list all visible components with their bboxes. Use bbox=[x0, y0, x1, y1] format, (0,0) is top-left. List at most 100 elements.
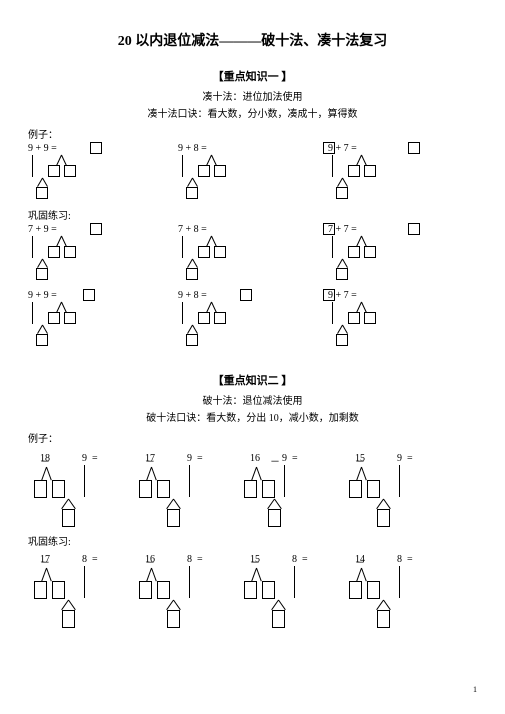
eq-eq: = bbox=[407, 453, 413, 464]
split-box bbox=[214, 246, 226, 258]
eq-b: 9 bbox=[187, 453, 192, 464]
split-line bbox=[84, 566, 85, 598]
split-line bbox=[84, 465, 85, 497]
split-line bbox=[32, 302, 33, 324]
split-box bbox=[64, 165, 76, 177]
split-box bbox=[349, 480, 362, 498]
eq-b: 9 bbox=[82, 453, 87, 464]
split-box bbox=[348, 246, 360, 258]
answer-box bbox=[408, 142, 420, 154]
eq-eq: = bbox=[407, 554, 413, 565]
section2-header: 【重点知识二 】 bbox=[0, 372, 505, 388]
page-title: 20 以内退位减法———破十法、凑十法复习 bbox=[0, 0, 505, 50]
split-line bbox=[182, 155, 183, 177]
split-line bbox=[337, 178, 343, 187]
split-box bbox=[52, 480, 65, 498]
split-box bbox=[364, 312, 376, 324]
eq-minus: － bbox=[355, 554, 365, 569]
split-line bbox=[46, 467, 52, 480]
split-line bbox=[399, 566, 400, 598]
eq-b: 8 bbox=[187, 554, 192, 565]
eq-minus: － bbox=[40, 453, 50, 468]
split-box bbox=[34, 581, 47, 599]
split-line bbox=[383, 499, 391, 509]
result-box bbox=[167, 509, 180, 527]
section2-line1: 破十法：退位减法使用 bbox=[0, 392, 505, 407]
split-box bbox=[48, 165, 60, 177]
split-box bbox=[262, 581, 275, 599]
split-box bbox=[364, 165, 376, 177]
split-line bbox=[342, 325, 348, 334]
equation-text: 7 + 8 = bbox=[178, 224, 207, 235]
answer-box bbox=[90, 223, 102, 235]
split-line bbox=[32, 155, 33, 177]
result-box bbox=[186, 187, 198, 199]
eq-eq: = bbox=[197, 453, 203, 464]
eq-b: 9 bbox=[397, 453, 402, 464]
split-line bbox=[187, 325, 193, 334]
section2-line2: 破十法口诀：看大数，分出 10，减小数，加剩数 bbox=[0, 409, 505, 424]
sub-problem: 17 － 9 = bbox=[145, 453, 250, 531]
split-line bbox=[383, 600, 391, 610]
split-line bbox=[332, 236, 333, 258]
split-line bbox=[32, 236, 33, 258]
add-row-3: 9 + 9 = 9 + 8 = 9 + 7 = bbox=[28, 290, 505, 348]
add-problem: 9 + 7 = bbox=[328, 290, 478, 348]
practice-label-1: 巩固练习: bbox=[28, 207, 505, 222]
result-box bbox=[336, 268, 348, 280]
section1-line1: 凑十法：进位加法使用 bbox=[0, 88, 505, 103]
split-line bbox=[173, 600, 181, 610]
split-box bbox=[198, 246, 210, 258]
split-line bbox=[192, 259, 198, 268]
split-line bbox=[256, 467, 262, 480]
split-line bbox=[166, 600, 174, 610]
page-number: 1 bbox=[473, 685, 477, 694]
split-line bbox=[182, 302, 183, 324]
split-line bbox=[294, 566, 295, 598]
answer-box bbox=[408, 223, 420, 235]
split-line bbox=[192, 325, 198, 334]
eq-minus: － bbox=[145, 453, 155, 468]
sub-problem: 15 － 8 = bbox=[250, 554, 355, 632]
split-line bbox=[173, 499, 181, 509]
split-line bbox=[37, 325, 43, 334]
answer-box bbox=[83, 289, 95, 301]
split-line bbox=[267, 499, 275, 509]
add-problem: 7 + 9 = bbox=[28, 224, 178, 282]
split-line bbox=[361, 568, 367, 581]
split-line bbox=[61, 499, 69, 509]
sub-problem: 17 － 8 = bbox=[40, 554, 145, 632]
eq-a: 16 bbox=[250, 453, 260, 464]
split-line bbox=[46, 568, 52, 581]
split-box bbox=[367, 581, 380, 599]
split-line bbox=[278, 600, 286, 610]
result-box bbox=[186, 334, 198, 346]
split-line bbox=[189, 465, 190, 497]
equation-text: 9 + 8 = bbox=[178, 143, 207, 154]
example-label-1: 例子： bbox=[28, 126, 505, 141]
eq-eq: = bbox=[302, 554, 308, 565]
eq-minus: － bbox=[145, 554, 155, 569]
result-box bbox=[62, 509, 75, 527]
split-line bbox=[182, 236, 183, 258]
split-box bbox=[198, 312, 210, 324]
split-box bbox=[244, 480, 257, 498]
add-row-2: 7 + 9 = 7 + 8 = 7 + 7 = bbox=[28, 224, 505, 282]
box bbox=[323, 289, 335, 301]
split-line bbox=[284, 465, 285, 497]
split-box bbox=[64, 312, 76, 324]
split-box bbox=[34, 480, 47, 498]
eq-eq: = bbox=[292, 453, 298, 464]
split-line bbox=[192, 178, 198, 187]
split-box bbox=[262, 480, 275, 498]
add-row-1: 9 + 9 = 9 + 8 = 9 + 7 = bbox=[28, 143, 505, 201]
split-box bbox=[157, 480, 170, 498]
split-line bbox=[361, 467, 367, 480]
split-box bbox=[214, 312, 226, 324]
add-problem: 9 + 9 = bbox=[28, 290, 178, 348]
split-line bbox=[332, 155, 333, 177]
split-line bbox=[151, 568, 157, 581]
sub-problem: 15 － 9 = bbox=[355, 453, 460, 531]
split-line bbox=[376, 499, 384, 509]
split-box bbox=[348, 312, 360, 324]
